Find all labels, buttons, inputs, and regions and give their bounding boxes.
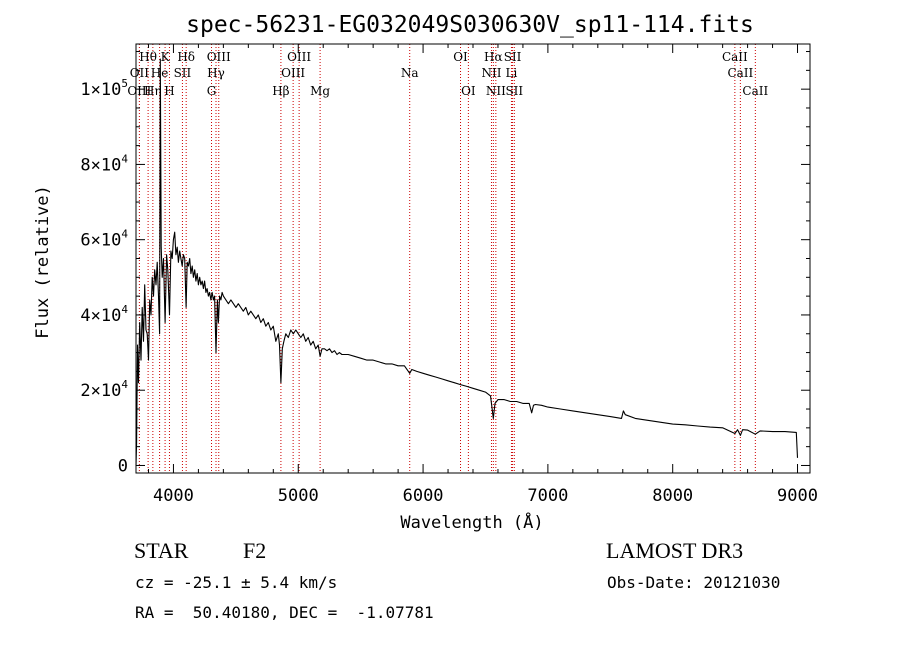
x-tick-label: 7000: [527, 486, 568, 506]
x-tick-label: 6000: [403, 486, 444, 506]
marker-label: CaII: [742, 84, 768, 98]
marker-label: H: [164, 84, 174, 98]
marker-label: Hθ: [139, 50, 157, 64]
marker-label: SII: [174, 66, 192, 80]
survey-name: LAMOST DR3: [606, 538, 744, 563]
line-markers: [138, 44, 756, 473]
x-tick-label: 5000: [278, 486, 319, 506]
marker-label: Hγ: [207, 66, 225, 80]
x-tick-label: 4000: [153, 486, 194, 506]
marker-label: Hβ: [272, 84, 289, 98]
object-subclass: F2: [243, 538, 267, 563]
x-tick-label: 9000: [777, 486, 818, 506]
marker-label: NII: [486, 84, 506, 98]
y-axis: 0 2×104 4×104 6×104 8×104 1×105: [80, 51, 810, 476]
y-tick-label: 1×105: [80, 77, 128, 100]
marker-label: Li: [506, 66, 518, 80]
marker-label: CaII: [722, 50, 748, 64]
spectrum-line: [135, 58, 799, 466]
object-class: STAR: [134, 538, 189, 563]
x-tick-label: 8000: [652, 486, 693, 506]
redshift-velocity: cz = -25.1 ± 5.4 km/s: [135, 573, 338, 592]
marker-label: G: [207, 84, 217, 98]
plot-frame: [135, 43, 811, 474]
marker-label: Na: [401, 66, 419, 80]
y-tick-label: 2×104: [80, 378, 128, 401]
marker-label: OII: [130, 66, 150, 80]
y-tick-label: 0: [118, 456, 128, 476]
marker-label: OIII: [207, 50, 231, 64]
x-axis: 4000 5000 6000 7000 8000 9000: [147, 44, 818, 506]
x-axis-label: Wavelength (Å): [400, 511, 543, 533]
y-tick-label: 6×104: [80, 228, 128, 251]
spectrum-series: [135, 58, 799, 466]
marker-label: He: [151, 66, 169, 80]
chart-title: spec-56231-EG032049S030630V_sp11-114.fit…: [186, 12, 754, 38]
marker-label: OI: [453, 50, 468, 64]
coordinates: RA = 50.40180, DEC = -1.07781: [135, 603, 434, 622]
marker-label: K: [161, 50, 171, 64]
y-axis-label: Flux (relative): [33, 185, 53, 339]
marker-label: OIII: [287, 50, 311, 64]
marker-label: SII: [505, 84, 523, 98]
y-tick-label: 8×104: [80, 152, 128, 175]
y-tick-label: 4×104: [80, 303, 128, 326]
marker-label: OIII: [281, 66, 305, 80]
observation-date: Obs-Date: 20121030: [607, 573, 781, 592]
marker-label: NII: [481, 66, 501, 80]
marker-label: Mg: [310, 84, 330, 98]
marker-label: OIII: [127, 84, 151, 98]
marker-label: Hα: [484, 50, 503, 64]
marker-label: CaII: [727, 66, 753, 80]
marker-label: SII: [504, 50, 522, 64]
marker-label: OI: [461, 84, 476, 98]
marker-label: Hδ: [177, 50, 195, 64]
marker-label: Hη: [144, 84, 162, 98]
